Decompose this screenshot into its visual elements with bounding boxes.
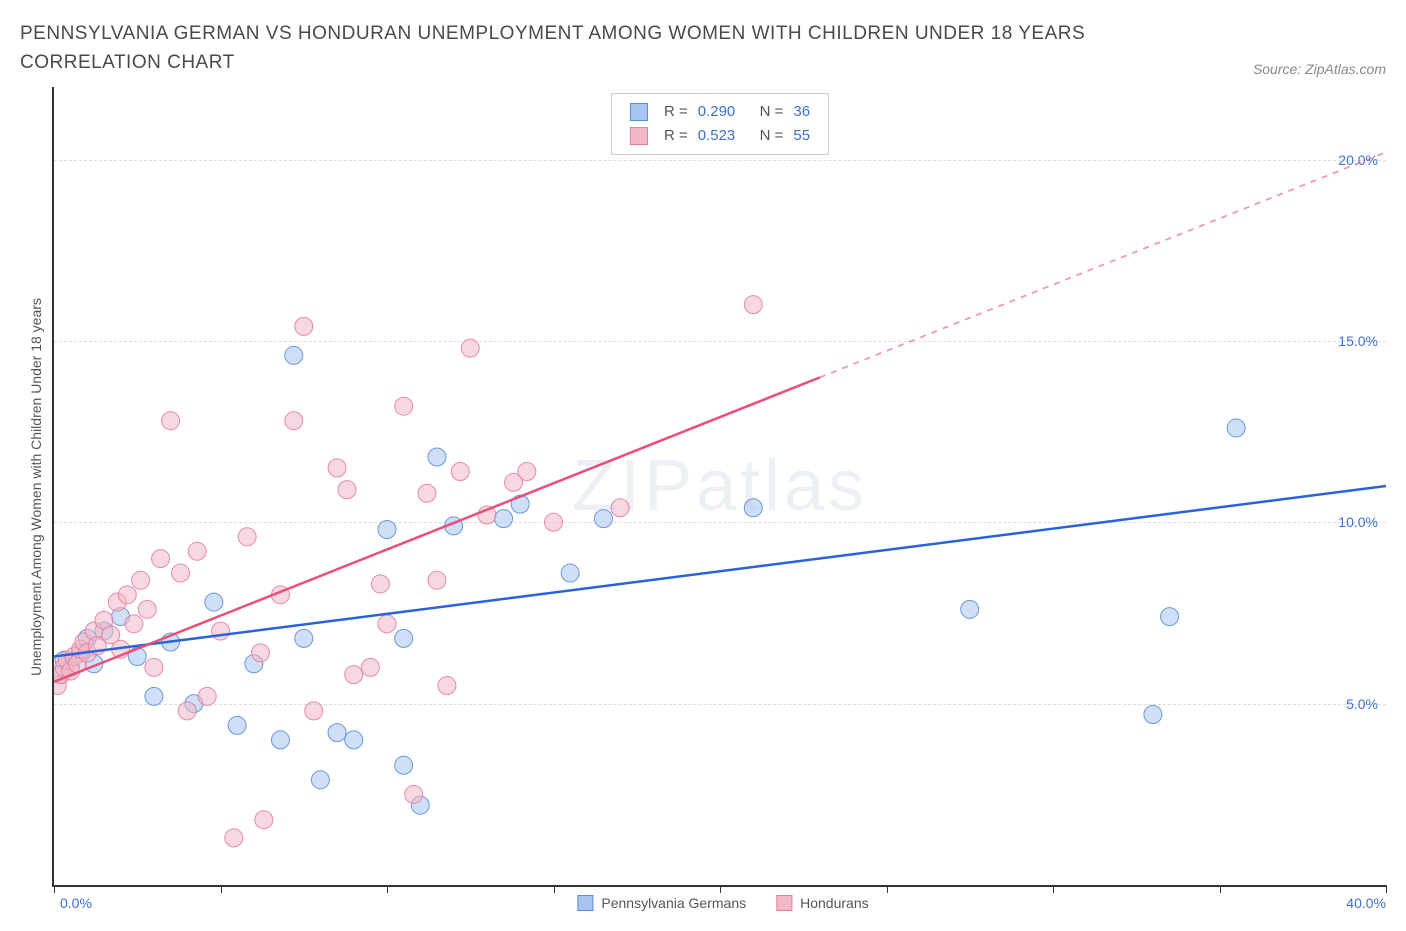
data-point xyxy=(295,317,313,335)
data-point xyxy=(961,600,979,618)
data-point xyxy=(212,622,230,640)
n-label: N = xyxy=(751,100,783,124)
data-point xyxy=(461,339,479,357)
legend-label-series1: Pennsylvania Germans xyxy=(601,895,746,911)
source-attribution: Source: ZipAtlas.com xyxy=(1253,61,1386,77)
data-point xyxy=(145,687,163,705)
x-tick xyxy=(554,885,555,893)
chart-title: PENNSYLVANIA GERMAN VS HONDURAN UNEMPLOY… xyxy=(20,20,1120,77)
data-point xyxy=(285,412,303,430)
r-label: R = xyxy=(664,124,688,148)
n-value-series1: 36 xyxy=(793,100,810,124)
legend-swatch-series1 xyxy=(577,895,593,911)
x-min-label: 0.0% xyxy=(60,895,92,911)
data-point xyxy=(145,658,163,676)
chart-container: PENNSYLVANIA GERMAN VS HONDURAN UNEMPLOY… xyxy=(20,20,1386,911)
data-point xyxy=(162,412,180,430)
data-point xyxy=(338,481,356,499)
legend-swatch-series2 xyxy=(776,895,792,911)
x-tick xyxy=(1386,885,1387,893)
data-point xyxy=(371,575,389,593)
legend-item-series2: Hondurans xyxy=(776,895,869,911)
data-point xyxy=(238,528,256,546)
n-label: N = xyxy=(751,124,783,148)
data-point xyxy=(228,716,246,734)
r-label: R = xyxy=(664,100,688,124)
data-point xyxy=(428,571,446,589)
data-point xyxy=(395,629,413,647)
data-point xyxy=(545,513,563,531)
plot-area: R = 0.290 N = 36 R = 0.523 N = 55 ZIPatl… xyxy=(52,87,1386,887)
x-tick xyxy=(720,885,721,893)
data-point xyxy=(395,756,413,774)
data-point xyxy=(255,811,273,829)
data-point xyxy=(378,521,396,539)
r-value-series1: 0.290 xyxy=(698,100,736,124)
data-point xyxy=(451,462,469,480)
swatch-series1 xyxy=(630,103,648,121)
header-row: PENNSYLVANIA GERMAN VS HONDURAN UNEMPLOY… xyxy=(20,20,1386,77)
data-point xyxy=(428,448,446,466)
data-point xyxy=(328,459,346,477)
data-point xyxy=(594,510,612,528)
data-point xyxy=(328,724,346,742)
data-point xyxy=(518,462,536,480)
plot-wrapper: Unemployment Among Women with Children U… xyxy=(20,87,1386,887)
plot-svg xyxy=(54,87,1386,885)
x-tick xyxy=(887,885,888,893)
data-point xyxy=(744,499,762,517)
legend-item-series1: Pennsylvania Germans xyxy=(577,895,746,911)
data-point xyxy=(405,785,423,803)
data-point xyxy=(1227,419,1245,437)
data-point xyxy=(345,666,363,684)
data-point xyxy=(361,658,379,676)
data-point xyxy=(251,644,269,662)
stats-row-series1: R = 0.290 N = 36 xyxy=(630,100,810,124)
r-value-series2: 0.523 xyxy=(698,124,736,148)
data-point xyxy=(285,346,303,364)
data-point xyxy=(561,564,579,582)
x-tick xyxy=(54,885,55,893)
trend-line-extrapolated xyxy=(820,152,1386,377)
data-point xyxy=(744,296,762,314)
trend-line xyxy=(54,486,1386,656)
data-point xyxy=(132,571,150,589)
bottom-legend: Pennsylvania Germans Hondurans xyxy=(577,895,868,911)
data-point xyxy=(295,629,313,647)
data-point xyxy=(395,397,413,415)
x-tick xyxy=(1220,885,1221,893)
data-point xyxy=(271,731,289,749)
data-point xyxy=(118,586,136,604)
data-point xyxy=(418,484,436,502)
data-point xyxy=(311,771,329,789)
data-point xyxy=(345,731,363,749)
data-point xyxy=(378,615,396,633)
data-point xyxy=(438,677,456,695)
data-point xyxy=(1144,706,1162,724)
data-point xyxy=(205,593,223,611)
x-tick xyxy=(387,885,388,893)
data-point xyxy=(125,615,143,633)
stats-legend-box: R = 0.290 N = 36 R = 0.523 N = 55 xyxy=(611,93,829,155)
data-point xyxy=(172,564,190,582)
data-point xyxy=(138,600,156,618)
legend-label-series2: Hondurans xyxy=(800,895,869,911)
data-point xyxy=(152,550,170,568)
x-tick xyxy=(1053,885,1054,893)
stats-row-series2: R = 0.523 N = 55 xyxy=(630,124,810,148)
data-point xyxy=(198,687,216,705)
data-point xyxy=(178,702,196,720)
x-max-label: 40.0% xyxy=(1346,895,1386,911)
data-point xyxy=(225,829,243,847)
swatch-series2 xyxy=(630,127,648,145)
data-point xyxy=(188,542,206,560)
data-point xyxy=(305,702,323,720)
data-point xyxy=(611,499,629,517)
data-point xyxy=(495,510,513,528)
x-tick xyxy=(221,885,222,893)
x-axis-row: 0.0% Pennsylvania Germans Hondurans 40.0… xyxy=(60,895,1386,911)
n-value-series2: 55 xyxy=(793,124,810,148)
y-axis-label: Unemployment Among Women with Children U… xyxy=(20,87,52,887)
data-point xyxy=(1161,608,1179,626)
